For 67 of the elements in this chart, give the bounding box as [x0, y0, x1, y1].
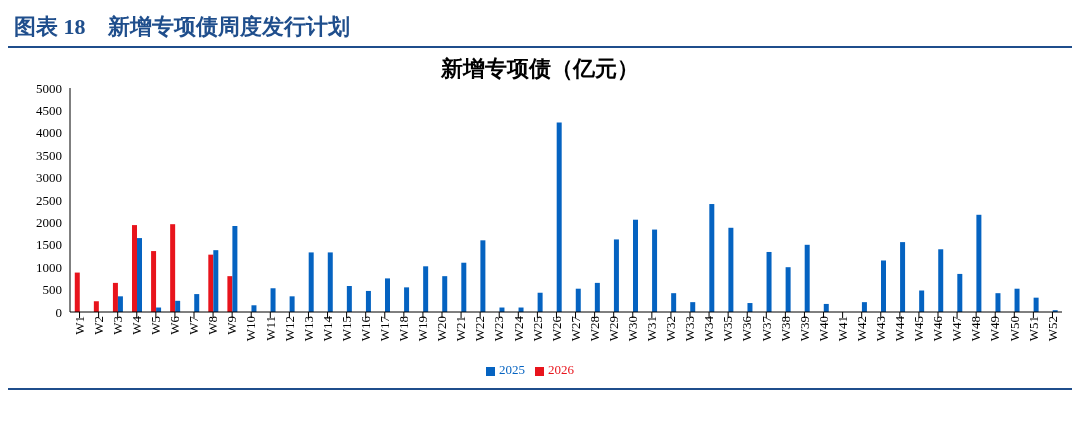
x-tick-label: W28	[586, 316, 602, 342]
chart-title: 图表 18 新增专项债周度发行计划	[8, 8, 1072, 48]
x-tick-label: W2	[90, 316, 106, 335]
x-tick-label: W18	[396, 316, 412, 342]
x-tick-label: W29	[605, 316, 621, 342]
legend-label: 2025	[499, 362, 525, 377]
y-tick-label: 500	[42, 282, 62, 298]
x-tick-label: W12	[281, 316, 297, 342]
x-tick-label: W48	[968, 316, 984, 342]
x-tick-label: W32	[663, 316, 679, 342]
x-tick-label: W21	[453, 316, 469, 342]
x-tick-label: W3	[109, 316, 125, 335]
y-tick-label: 1000	[36, 259, 62, 275]
x-tick-label: W42	[853, 316, 869, 342]
x-tick-label: W27	[567, 315, 583, 342]
x-tick-label: W45	[911, 316, 927, 342]
x-tick-label: W37	[758, 315, 774, 342]
y-tick-label: 3500	[36, 147, 62, 163]
x-tick-label: W15	[338, 316, 354, 342]
y-tick-label: 1500	[36, 237, 62, 253]
x-tick-label: W25	[529, 316, 545, 342]
x-tick-label: W41	[834, 316, 850, 342]
y-tick-label: 3000	[36, 170, 62, 186]
x-tick-label: W22	[472, 316, 488, 342]
x-tick-label: W26	[548, 315, 564, 342]
y-tick-label: 2500	[36, 192, 62, 208]
x-tick-label: W4	[129, 315, 144, 335]
x-tick-label: W11	[262, 316, 278, 341]
x-tick-label: W6	[167, 315, 183, 335]
x-tick-label: W8	[205, 316, 221, 335]
x-tick-label: W44	[892, 315, 908, 342]
x-tick-label: W16	[357, 315, 373, 342]
x-tick-label: W7	[186, 315, 202, 335]
x-tick-label: W43	[873, 316, 888, 342]
x-tick-label: W19	[415, 316, 431, 342]
x-tick-label: W10	[243, 316, 259, 342]
x-tick-label: W34	[701, 315, 717, 342]
y-tick-label: 4500	[36, 103, 62, 119]
y-tick-label: 4000	[36, 125, 62, 141]
x-tick-label: W31	[644, 316, 660, 342]
y-tick-label: 0	[55, 304, 62, 320]
x-tick-label: W51	[1025, 316, 1041, 342]
x-tick-label: W52	[1044, 316, 1060, 342]
x-tick-label: W20	[434, 316, 450, 342]
y-tick-label: 5000	[36, 80, 62, 96]
x-tick-label: W38	[777, 316, 793, 342]
x-tick-label: W9	[224, 316, 240, 335]
x-tick-label: W35	[720, 316, 736, 342]
x-tick-label: W23	[491, 316, 507, 342]
chart-subtitle: 新增专项债（亿元）	[441, 56, 639, 81]
x-tick-label: W13	[300, 316, 316, 342]
x-tick-label: W14	[319, 315, 335, 342]
x-tick-label: W36	[739, 315, 755, 342]
legend-label: 2026	[548, 362, 574, 377]
x-tick-label: W46	[930, 315, 946, 342]
x-tick-label: W40	[815, 316, 831, 342]
x-tick-label: W39	[796, 316, 812, 342]
x-tick-label: W30	[625, 316, 640, 342]
x-tick-label: W24	[510, 315, 526, 342]
x-tick-label: W17	[377, 315, 392, 342]
x-tick-label: W33	[682, 316, 698, 342]
x-tick-label: W47	[949, 315, 965, 342]
y-tick-label: 2000	[36, 215, 62, 231]
x-tick-label: W50	[1006, 316, 1022, 342]
x-tick-label: W1	[71, 316, 87, 335]
x-tick-label: W49	[987, 316, 1003, 342]
x-tick-label: W5	[148, 316, 164, 335]
